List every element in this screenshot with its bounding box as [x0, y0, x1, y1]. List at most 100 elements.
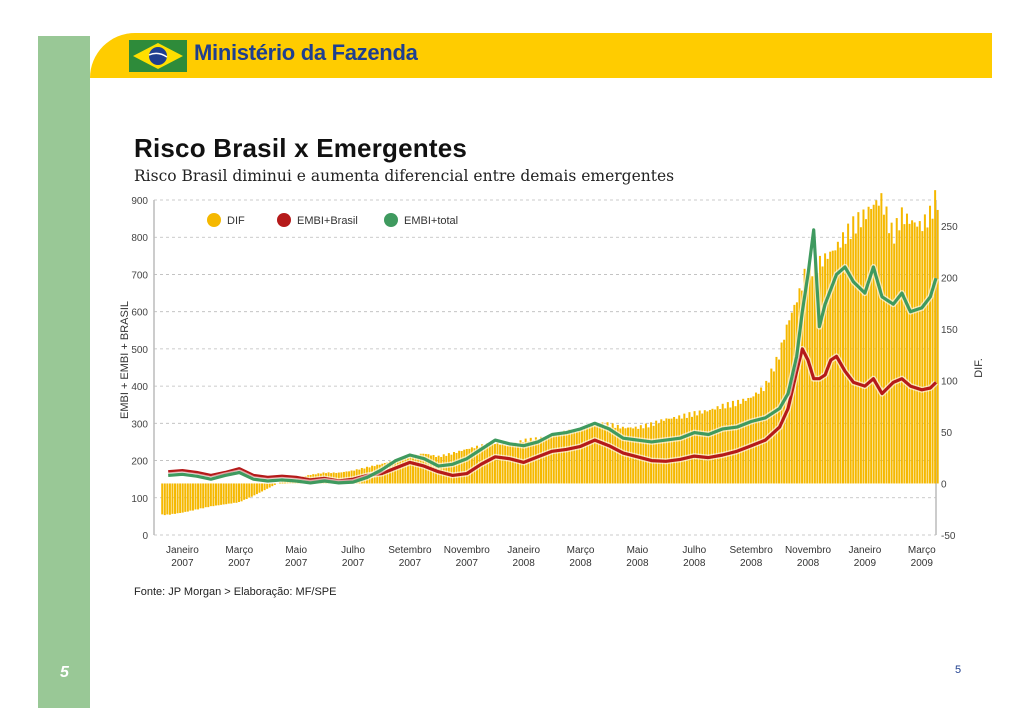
dif-bar: [714, 409, 717, 484]
x-tick-year: 2007: [456, 558, 479, 569]
ministry-name: Ministério da Fazenda: [194, 40, 418, 65]
dif-bar: [194, 483, 197, 510]
dif-bar: [212, 483, 215, 507]
y-tick-label: 400: [131, 382, 148, 393]
dif-bar: [762, 391, 765, 484]
dif-bar: [890, 222, 893, 484]
dif-bar: [417, 455, 420, 484]
x-tick-year: 2008: [740, 558, 763, 569]
dif-bar: [547, 435, 550, 484]
dif-bar: [603, 426, 606, 484]
dif-bar: [452, 451, 455, 484]
dif-bar: [261, 483, 264, 492]
dif-bar: [834, 250, 837, 484]
x-tick-year: 2008: [797, 558, 820, 569]
dif-bar: [266, 483, 269, 489]
dif-bar: [496, 442, 499, 484]
dif-bar: [900, 207, 903, 484]
dif-bar: [225, 483, 228, 505]
x-tick-year: 2008: [569, 558, 592, 569]
dif-bar: [852, 216, 855, 484]
dif-bar: [204, 483, 207, 508]
x-tick-year: 2007: [342, 558, 365, 569]
dif-bar: [765, 380, 768, 484]
dif-bar: [545, 436, 548, 484]
dif-bar: [540, 436, 543, 484]
dif-bar: [197, 483, 200, 510]
y2-tick-label: 0: [941, 479, 947, 490]
dif-bar: [691, 416, 694, 484]
page-title: Risco Brasil x Emergentes: [134, 133, 468, 163]
page-subtitle: Risco Brasil diminui e aumenta diferenci…: [134, 167, 675, 185]
dif-bar: [916, 226, 919, 484]
dif-bar: [593, 425, 596, 484]
y2-tick-label: 250: [941, 222, 958, 233]
dif-bar: [509, 445, 512, 484]
dif-bar: [506, 445, 509, 484]
dif-bar: [166, 483, 169, 515]
dif-bar: [606, 422, 609, 484]
dif-bar: [655, 420, 658, 484]
dif-bar: [399, 457, 402, 484]
dif-bar: [667, 418, 670, 484]
dif-bar: [698, 410, 701, 484]
dif-bar: [245, 483, 248, 500]
dif-bar: [885, 206, 888, 484]
dif-bar: [458, 450, 461, 484]
dif-bar: [719, 408, 722, 484]
dif-bar: [903, 224, 906, 484]
y2-tick-label: 100: [941, 376, 958, 387]
dif-bar: [737, 399, 740, 484]
legend-label: DIF: [227, 215, 245, 227]
dif-bar: [248, 483, 251, 498]
dif-bar: [406, 458, 409, 484]
y-tick-label: 600: [131, 308, 148, 319]
side-decor-bar: [38, 36, 90, 708]
dif-bar: [583, 427, 586, 484]
y-tick-label: 900: [131, 196, 148, 207]
dif-bar: [230, 483, 233, 504]
dif-bar: [463, 449, 466, 484]
dif-bar: [680, 418, 683, 484]
y-tick-label: 0: [142, 531, 148, 542]
dif-bar: [222, 483, 225, 505]
header-band: [90, 33, 992, 78]
dif-bar: [657, 423, 660, 484]
dif-bar: [586, 427, 589, 484]
dif-bar: [409, 455, 412, 484]
dif-bar: [893, 243, 896, 484]
dif-bar: [199, 483, 202, 509]
dif-bar: [801, 290, 804, 484]
dif-bar: [609, 427, 612, 484]
dif-bar: [255, 483, 258, 495]
dif-bar: [442, 454, 445, 484]
dif-bar: [588, 426, 591, 484]
x-tick-year: 2007: [228, 558, 251, 569]
dif-bar: [660, 419, 663, 484]
y-axis-title: EMBI + EMBI + BRASIL: [119, 301, 131, 419]
dif-bar: [742, 398, 745, 484]
dif-bar: [711, 408, 714, 484]
legend-swatch-embi-brasil: [277, 213, 291, 227]
dif-bar: [905, 213, 908, 484]
dif-bar: [673, 416, 676, 484]
x-tick-month: Janeiro: [166, 545, 199, 556]
dif-bar: [412, 456, 415, 484]
dif-bar: [926, 227, 929, 484]
dif-bar: [865, 219, 868, 484]
dif-bar: [401, 459, 404, 484]
dif-bar: [729, 407, 732, 484]
dif-bar: [665, 418, 668, 484]
dif-bar: [598, 426, 601, 484]
dif-bar: [168, 483, 171, 515]
dif-bar: [931, 218, 934, 484]
dif-bar: [670, 418, 673, 484]
x-tick-year: 2007: [171, 558, 194, 569]
x-tick-year: 2009: [911, 558, 934, 569]
dif-bar: [468, 448, 471, 484]
y-tick-label: 300: [131, 419, 148, 430]
dif-bar: [724, 408, 727, 484]
dif-bar: [652, 425, 655, 484]
dif-bar: [563, 430, 566, 484]
dif-bar: [752, 396, 755, 484]
